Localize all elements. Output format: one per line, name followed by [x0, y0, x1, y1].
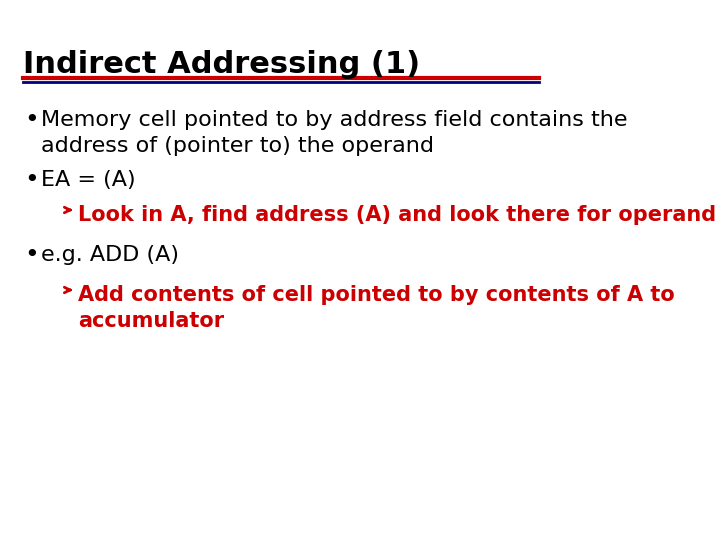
Text: e.g. ADD (A): e.g. ADD (A)	[40, 245, 179, 265]
Text: Look in A, find address (A) and look there for operand: Look in A, find address (A) and look the…	[78, 205, 716, 225]
Text: •: •	[24, 243, 39, 267]
Text: EA = (A): EA = (A)	[40, 170, 135, 190]
Text: •: •	[24, 108, 39, 132]
Text: Add contents of cell pointed to by contents of A to
accumulator: Add contents of cell pointed to by conte…	[78, 285, 675, 332]
Text: Indirect Addressing (1): Indirect Addressing (1)	[24, 50, 420, 79]
Text: Memory cell pointed to by address field contains the
address of (pointer to) the: Memory cell pointed to by address field …	[40, 110, 627, 157]
Text: •: •	[24, 168, 39, 192]
